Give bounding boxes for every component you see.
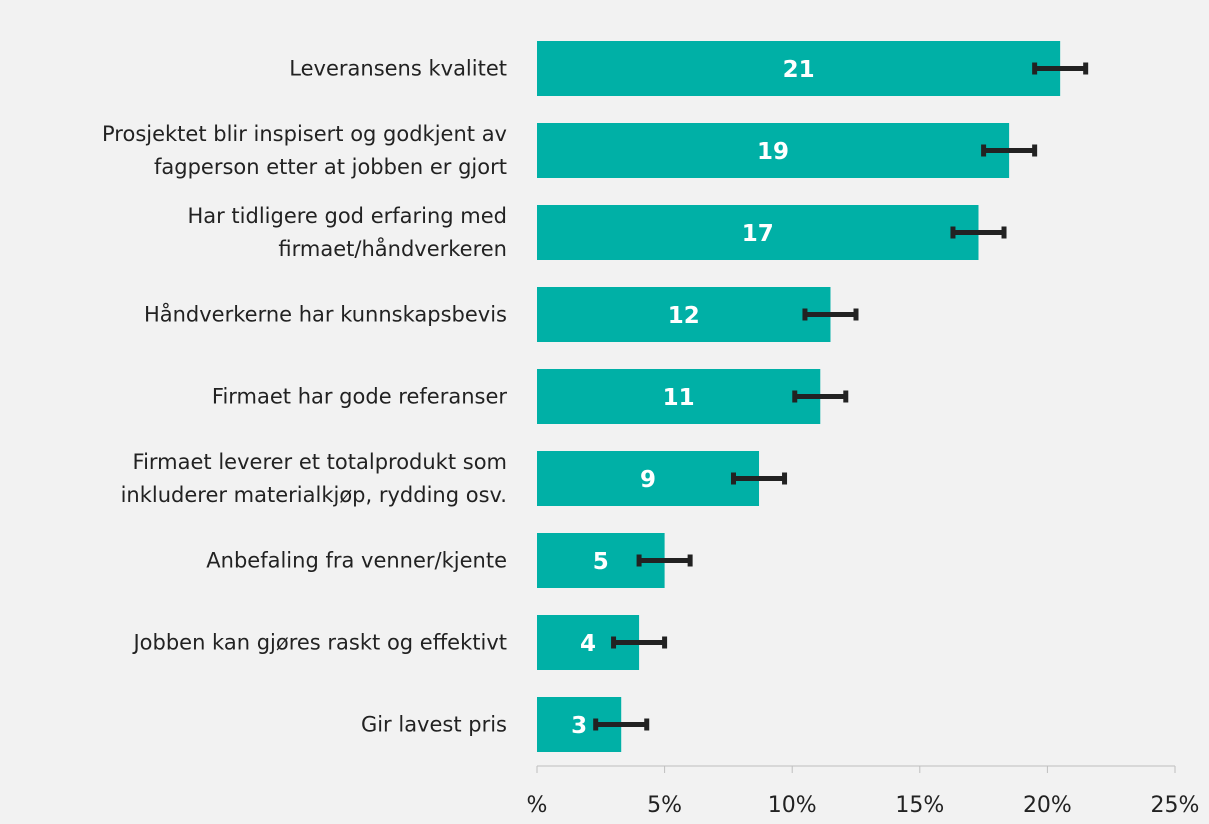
data-label: 11 <box>663 385 695 411</box>
category-label: Anbefaling fra venner/kjente <box>206 548 507 572</box>
bar <box>537 287 831 342</box>
bar <box>537 451 760 506</box>
category-label: Jobben kan gjøres raskt og effektivt <box>133 630 507 654</box>
category-label: Leveransens kvalitet <box>289 56 507 80</box>
error-bar <box>731 472 788 485</box>
category-label: Håndverkerne har kunnskapsbevis <box>143 302 507 326</box>
x-tick-label: 5% <box>647 793 682 818</box>
data-label: 4 <box>580 631 596 657</box>
category-label: Har tidligere god erfaring med firmaet/h… <box>187 203 507 261</box>
category-label: Gir lavest pris <box>360 712 507 736</box>
x-tick-label: 15% <box>895 793 944 818</box>
x-tick-label: % <box>527 793 548 818</box>
error-bar <box>593 718 650 731</box>
bar <box>537 41 1061 96</box>
error-bar <box>950 226 1007 239</box>
x-tick-label: 25% <box>1151 793 1200 818</box>
error-bar <box>802 308 859 321</box>
error-bar <box>611 636 668 649</box>
error-bar <box>636 554 693 567</box>
data-label: 17 <box>742 221 774 247</box>
x-tick-label: 20% <box>1023 793 1072 818</box>
bar <box>537 205 979 260</box>
category-label: Firmaet har gode referanser <box>211 384 507 408</box>
bar <box>537 123 1010 178</box>
error-bar <box>792 390 849 403</box>
data-label: 12 <box>668 303 700 329</box>
category-label: Prosjektet blir inspisert og godkjent av… <box>102 121 507 179</box>
data-label: 9 <box>640 467 656 493</box>
category-label: Firmaet leverer et totalprodukt som inkl… <box>120 449 507 507</box>
data-label: 21 <box>783 57 815 83</box>
data-label: 19 <box>757 139 789 165</box>
x-tick-label: 10% <box>768 793 817 818</box>
bar <box>537 369 821 424</box>
error-bar <box>981 144 1038 157</box>
error-bar <box>1032 62 1089 75</box>
data-label: 3 <box>571 713 587 739</box>
data-label: 5 <box>593 549 609 575</box>
